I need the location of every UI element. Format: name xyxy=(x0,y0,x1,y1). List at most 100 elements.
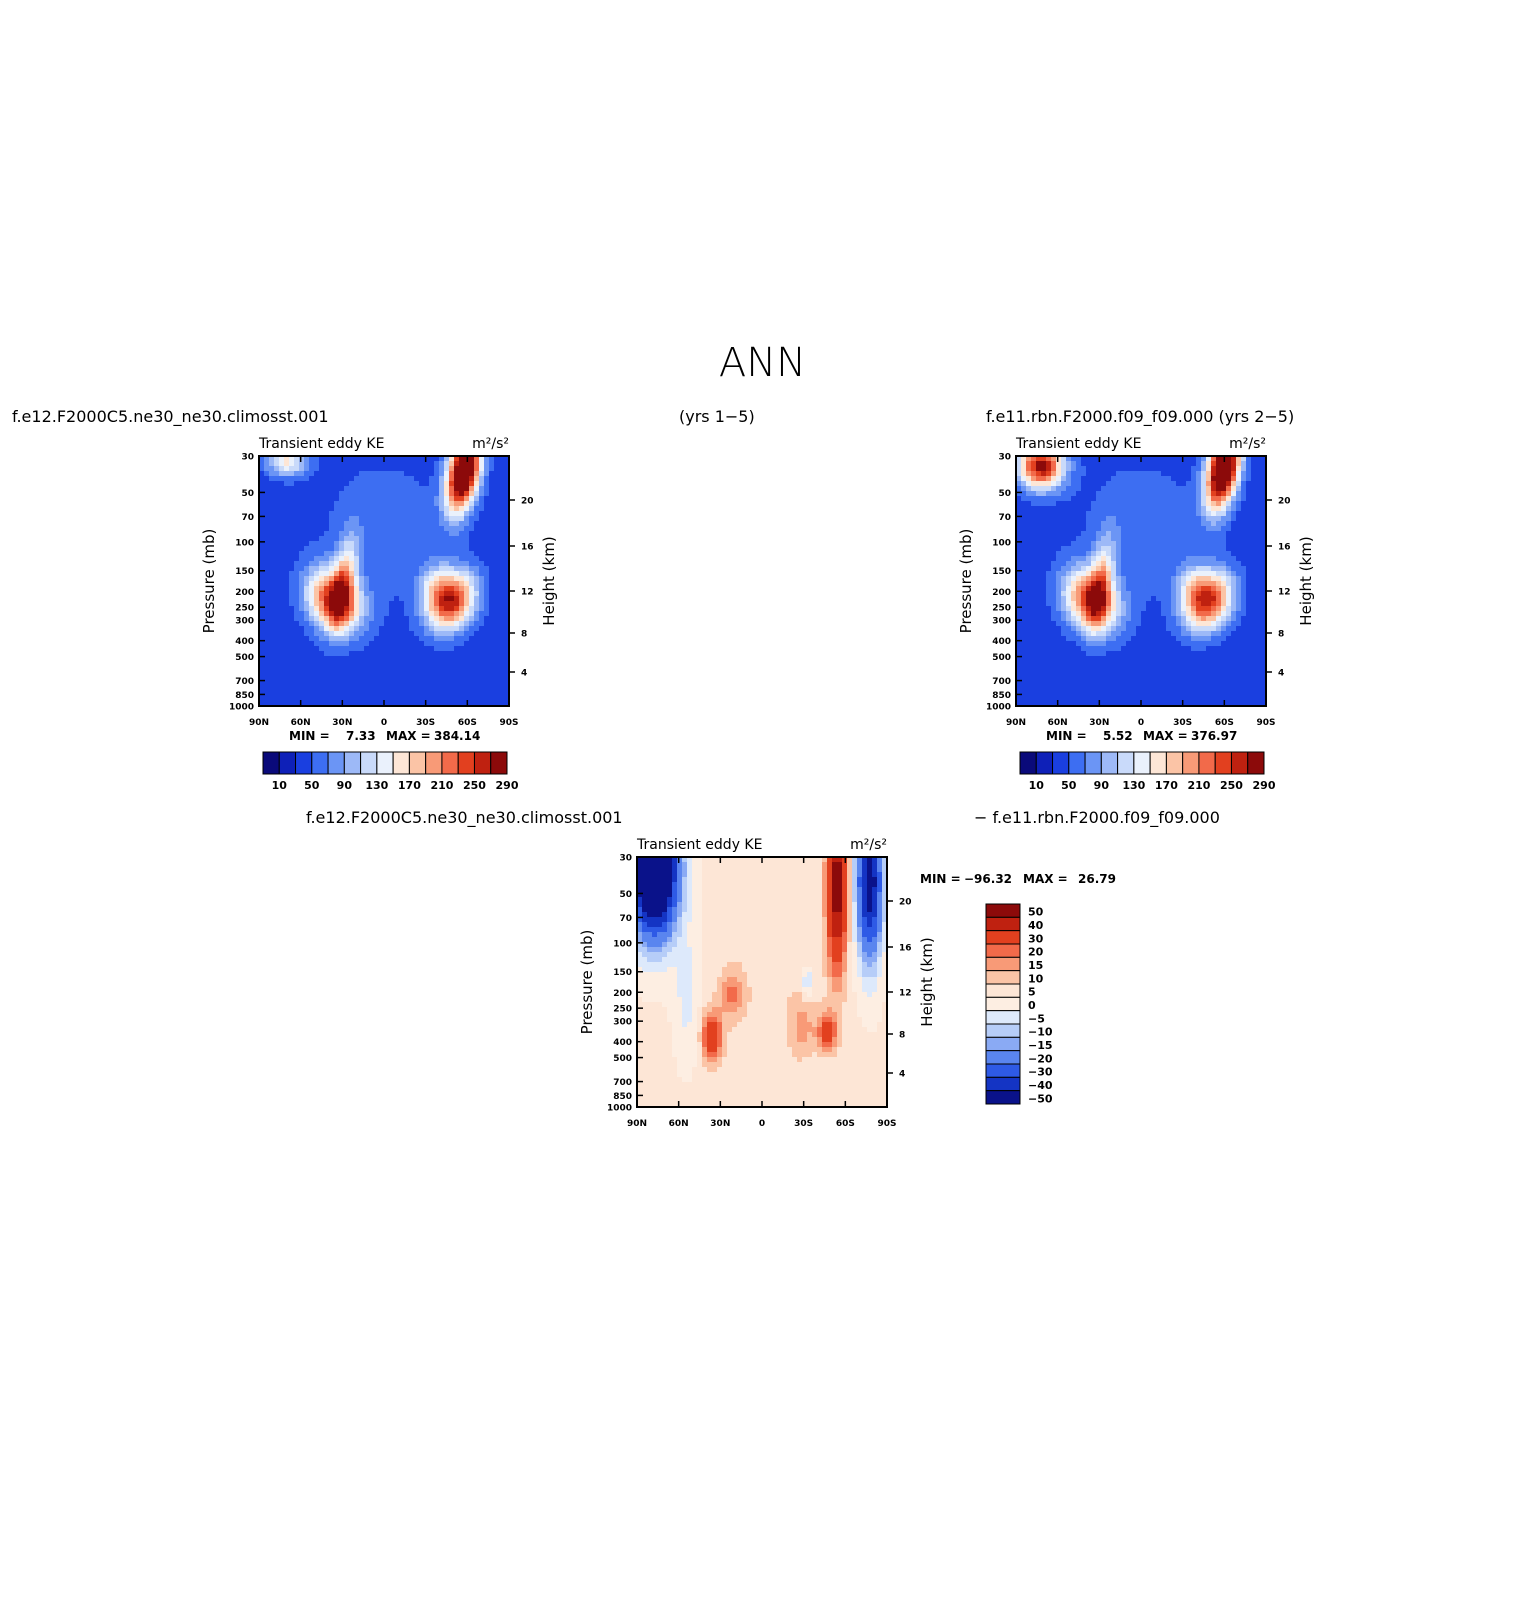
colorbar-box xyxy=(1053,752,1069,774)
x-tick-label: 0 xyxy=(1138,718,1144,728)
colorbar-label: 50 xyxy=(304,779,320,792)
colorbar-box xyxy=(328,752,344,774)
colorbar-label: 250 xyxy=(463,779,486,792)
colorbar-label: 10 xyxy=(272,779,288,792)
y-tick-label: 70 xyxy=(619,914,632,924)
y2-tick-label: 20 xyxy=(1278,497,1291,507)
colorbar-box xyxy=(296,752,312,774)
colorbar-label: −50 xyxy=(1028,1092,1053,1105)
min-label: MIN = xyxy=(1046,729,1087,743)
x-tick-label: 30S xyxy=(416,718,435,728)
colorbar-box xyxy=(1150,752,1166,774)
plot-title: Transient eddy KE xyxy=(1015,436,1141,452)
y-tick-label: 50 xyxy=(241,489,254,499)
colorbar-label: 250 xyxy=(1220,779,1243,792)
colorbar-box xyxy=(263,752,279,774)
y-axis-label: Pressure (mb) xyxy=(957,529,975,634)
y2-tick-label: 8 xyxy=(899,1031,905,1041)
max-value: 384.14 xyxy=(434,729,480,743)
colorbar-box xyxy=(393,752,409,774)
colorbar-box xyxy=(986,1077,1020,1090)
colorbar-box xyxy=(1036,752,1052,774)
y-tick-label: 30 xyxy=(241,453,254,463)
y-tick-label: 250 xyxy=(992,604,1011,614)
colorbar-box xyxy=(1101,752,1117,774)
x-tick-label: 90N xyxy=(1006,718,1026,728)
colorbar-box xyxy=(986,931,1020,944)
y-tick-label: 150 xyxy=(613,968,632,978)
min-label: MIN = xyxy=(289,729,330,743)
y2-axis-label: Height (km) xyxy=(918,937,936,1026)
x-tick-label: 90S xyxy=(877,1119,896,1129)
plot-units: m²/s² xyxy=(850,837,887,853)
x-tick-label: 60S xyxy=(458,718,477,728)
colorbar-box xyxy=(1069,752,1085,774)
colorbar-box xyxy=(1085,752,1101,774)
y-tick-label: 1000 xyxy=(229,703,254,713)
colorbar-box xyxy=(474,752,490,774)
y2-axis-label: Height (km) xyxy=(540,536,558,625)
min-value: 5.52 xyxy=(1103,729,1133,743)
colorbar-box xyxy=(1248,752,1264,774)
colorbar-box xyxy=(442,752,458,774)
x-tick-label: 60N xyxy=(1048,718,1068,728)
colorbar-label: −20 xyxy=(1028,1052,1053,1065)
y-tick-label: 300 xyxy=(992,617,1011,627)
colorbar-box xyxy=(377,752,393,774)
colorbar-label: 170 xyxy=(1155,779,1178,792)
plot-title: Transient eddy KE xyxy=(258,436,384,452)
y-tick-label: 250 xyxy=(235,604,254,614)
x-tick-label: 30S xyxy=(794,1119,813,1129)
y2-tick-label: 4 xyxy=(521,669,527,679)
y2-tick-label: 12 xyxy=(899,989,912,999)
max-value: 26.79 xyxy=(1078,872,1116,886)
colorbar-box xyxy=(1199,752,1215,774)
colorbar-box xyxy=(986,944,1020,957)
y2-tick-label: 8 xyxy=(521,630,527,640)
colorbar-box xyxy=(1231,752,1247,774)
y2-tick-label: 4 xyxy=(1278,669,1284,679)
y-tick-label: 100 xyxy=(235,538,254,548)
colorbar-label: 90 xyxy=(1094,779,1110,792)
colorbar-box xyxy=(344,752,360,774)
y-tick-label: 1000 xyxy=(986,703,1011,713)
y-tick-label: 700 xyxy=(992,677,1011,687)
y2-axis-label: Height (km) xyxy=(1297,536,1315,625)
y-tick-label: 100 xyxy=(613,939,632,949)
x-tick-label: 0 xyxy=(381,718,387,728)
y-tick-label: 300 xyxy=(613,1018,632,1028)
y-axis-label: Pressure (mb) xyxy=(578,930,596,1035)
colorbar-label: 170 xyxy=(398,779,421,792)
y-tick-label: 150 xyxy=(235,567,254,577)
colorbar-box xyxy=(986,957,1020,970)
colorbar-box xyxy=(986,997,1020,1010)
y-tick-label: 30 xyxy=(998,453,1011,463)
colorbar-label: −5 xyxy=(1028,1012,1045,1025)
y-tick-label: 400 xyxy=(992,637,1011,647)
colorbar-label: −40 xyxy=(1028,1079,1053,1092)
max-value: 376.97 xyxy=(1191,729,1237,743)
x-tick-label: 30N xyxy=(1089,718,1109,728)
colorbar-box xyxy=(986,1051,1020,1064)
colorbar-label: 40 xyxy=(1028,919,1044,932)
y-tick-label: 700 xyxy=(613,1078,632,1088)
x-tick-label: 30N xyxy=(710,1119,730,1129)
plot-units: m²/s² xyxy=(472,436,509,452)
y2-tick-label: 20 xyxy=(899,898,912,908)
y-tick-label: 700 xyxy=(235,677,254,687)
max-label: MAX = xyxy=(1143,729,1188,743)
contour-field xyxy=(259,456,510,707)
colorbar-box xyxy=(279,752,295,774)
main-title: ANN xyxy=(0,340,1525,386)
colorbar-label: 10 xyxy=(1028,972,1044,985)
colorbar-label: 210 xyxy=(430,779,453,792)
y-tick-label: 200 xyxy=(613,989,632,999)
min-label: MIN = xyxy=(920,872,961,886)
colorbar-label: 130 xyxy=(1122,779,1145,792)
x-tick-label: 90N xyxy=(627,1119,647,1129)
y-tick-label: 200 xyxy=(235,588,254,598)
y2-tick-label: 16 xyxy=(521,543,534,553)
